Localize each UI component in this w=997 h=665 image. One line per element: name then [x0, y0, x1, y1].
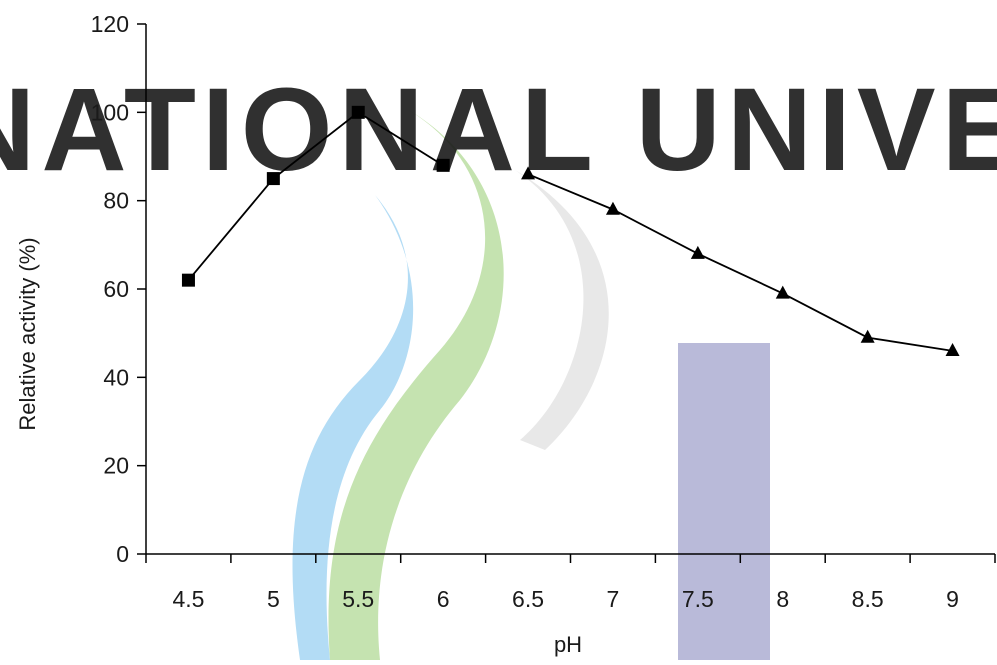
x-tick-label: 5.5: [342, 586, 374, 612]
data-point-triangle: [775, 285, 790, 299]
watermark-green-swoosh: [328, 105, 504, 660]
y-tick-label: 20: [103, 453, 129, 479]
watermark-text: JEJU NATIONAL UNIVERSITY: [0, 64, 997, 196]
x-tick-label: 9: [946, 586, 959, 612]
watermark: JEJU NATIONAL UNIVERSITY: [0, 64, 997, 660]
x-tick-label: 5: [267, 586, 280, 612]
x-axis-title: pH: [554, 632, 582, 657]
watermark-gray-swoosh: [515, 170, 609, 450]
watermark-blue-swoosh: [292, 195, 414, 660]
x-tick-label: 6: [437, 586, 450, 612]
y-tick-label: 60: [103, 276, 129, 302]
x-tick-label: 4.5: [172, 586, 204, 612]
data-point-triangle: [605, 201, 620, 215]
watermark-navy-block: [678, 343, 770, 660]
data-point-square: [351, 105, 365, 119]
x-tick-label: 6.5: [512, 586, 544, 612]
data-point-square: [181, 273, 195, 287]
axes: 0 20 40 60 80 100 120 4.5 5 5.5 6 6.5 7 7.5 8 8.5 9: [91, 11, 996, 612]
y-tick-label: 120: [91, 11, 129, 37]
data-point-triangle: [521, 166, 536, 180]
data-point-square: [266, 172, 280, 186]
series-line-1: [187, 111, 444, 281]
series-line-2: [527, 173, 953, 352]
plot-area: [181, 105, 960, 357]
data-point-triangle: [860, 329, 875, 343]
data-point-square: [436, 158, 450, 172]
y-tick-label: 40: [103, 364, 129, 390]
x-tick-label: 7.5: [682, 586, 714, 612]
y-tick-label: 0: [116, 541, 129, 567]
y-axis-title: Relative activity (%): [15, 237, 40, 430]
x-tick-label: 8.5: [852, 586, 884, 612]
y-tick-label: 80: [103, 188, 129, 214]
x-tick-label: 7: [607, 586, 620, 612]
y-tick-label: 100: [91, 99, 129, 125]
data-point-triangle: [945, 343, 960, 357]
data-point-triangle: [690, 245, 705, 259]
x-tick-label: 8: [776, 586, 789, 612]
